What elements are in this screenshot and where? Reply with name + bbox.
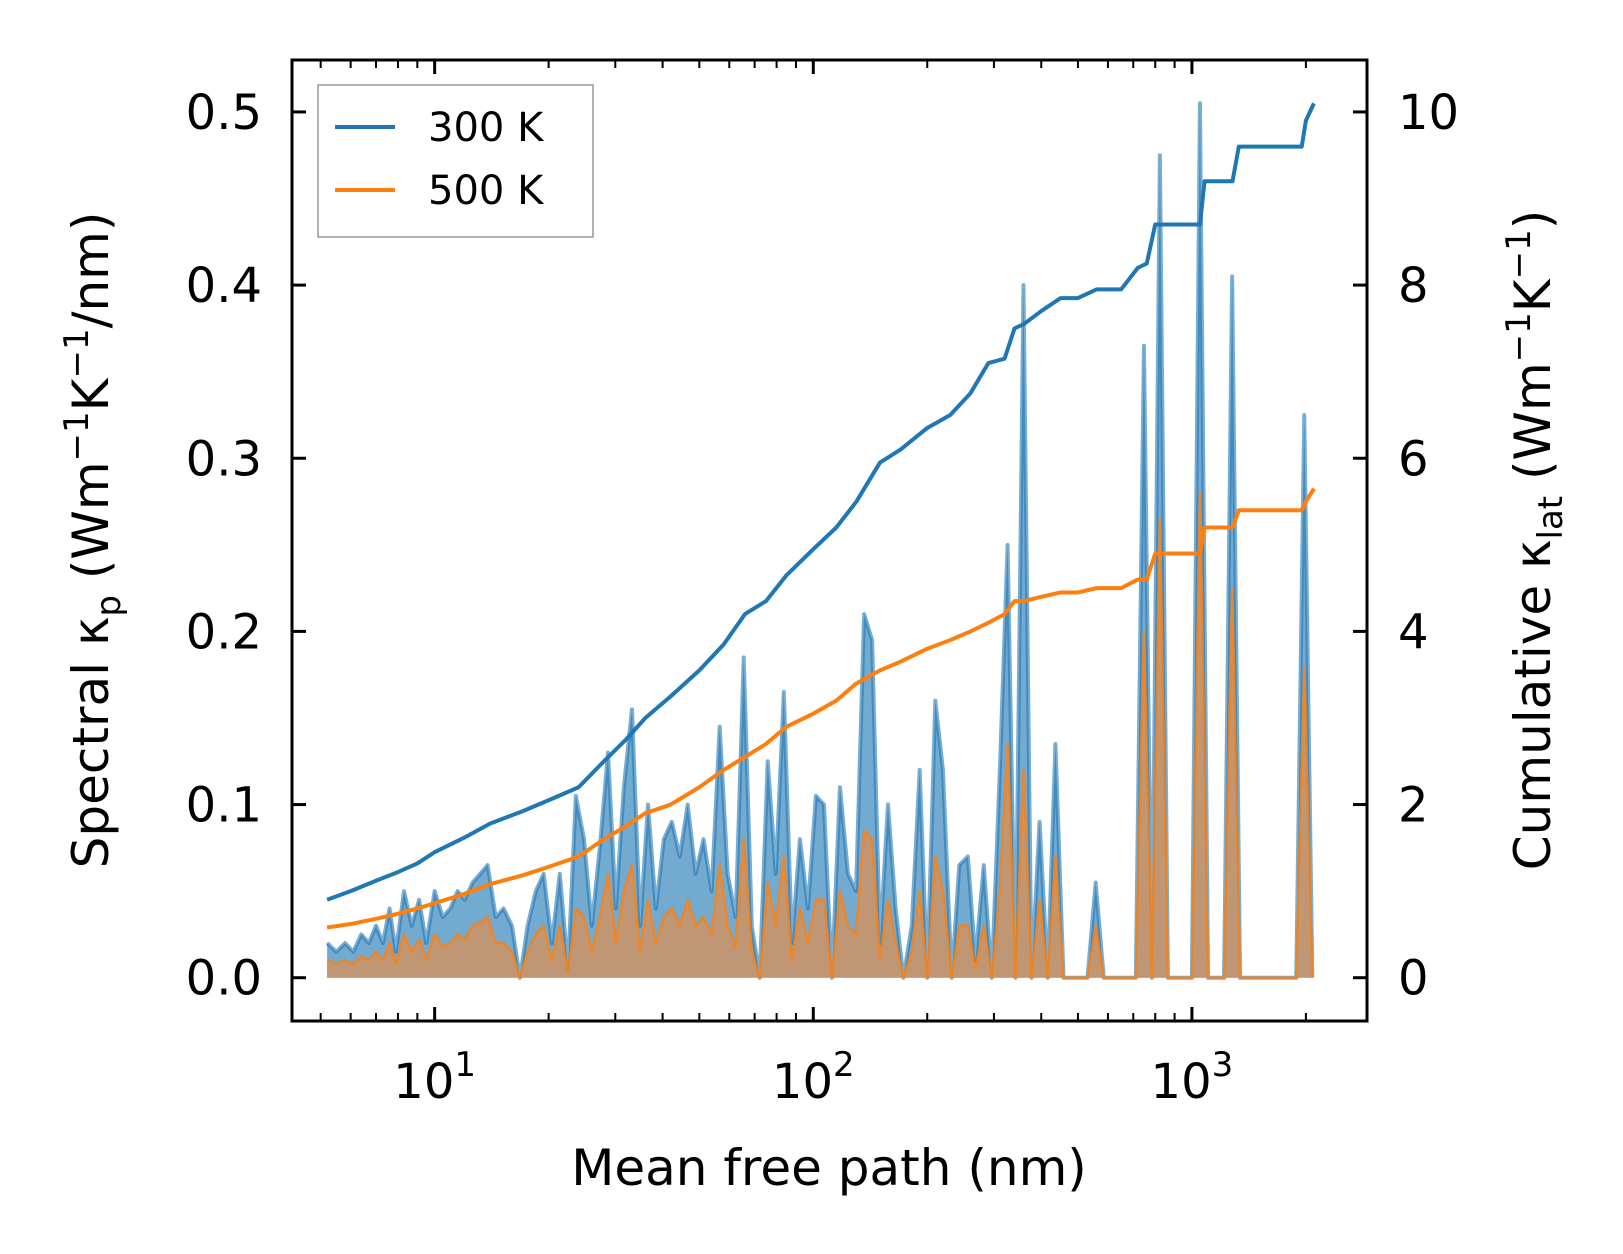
right-y-tick-label: 4 xyxy=(1398,604,1429,660)
right-y-tick-label: 0 xyxy=(1398,951,1429,1007)
left-y-tick-label: 0.4 xyxy=(186,258,262,314)
left-y-tick-label: 0.0 xyxy=(186,951,262,1007)
right-y-tick-label: 2 xyxy=(1398,778,1429,834)
legend: 300 K 500 K xyxy=(317,84,594,238)
plot-area xyxy=(325,101,1316,980)
spectral-line-500K xyxy=(326,491,1314,979)
legend-label-300K: 300 K xyxy=(428,105,545,151)
legend-box xyxy=(317,84,594,238)
x-axis-title: Mean free path (nm) xyxy=(571,1139,1087,1197)
left-y-tick-label: 0.1 xyxy=(186,778,262,834)
right-y-axis-title: Cumulative κlat (Wm−1K−1) xyxy=(1499,210,1571,870)
left-y-tick-label: 0.5 xyxy=(186,85,262,141)
spectral-line-300K xyxy=(325,101,1315,980)
x-tick-label: 103 xyxy=(1151,1045,1234,1110)
x-tick-label: 102 xyxy=(772,1045,855,1110)
right-y-tick-label: 6 xyxy=(1398,431,1429,487)
left-y-tick-label: 0.2 xyxy=(186,604,262,660)
x-axis-ticks: 101 102 103 xyxy=(319,60,1307,1110)
left-y-axis-ticks: 0.0 0.1 0.2 0.3 0.4 0.5 xyxy=(186,85,306,1007)
cumulative-line-300K xyxy=(326,102,1316,902)
plot-frame xyxy=(290,58,1369,1023)
x-tick-label: 101 xyxy=(393,1045,476,1110)
right-y-tick-label: 10 xyxy=(1398,85,1459,141)
left-y-axis-title: Spectral κp (Wm−1K−1/nm) xyxy=(57,212,129,869)
legend-label-500K: 500 K xyxy=(428,168,545,214)
left-y-tick-label: 0.3 xyxy=(186,431,262,487)
right-y-axis-ticks: 0 2 4 6 8 10 xyxy=(1353,85,1459,1007)
right-y-tick-label: 8 xyxy=(1398,258,1429,314)
cumulative-line-500K xyxy=(326,487,1316,930)
